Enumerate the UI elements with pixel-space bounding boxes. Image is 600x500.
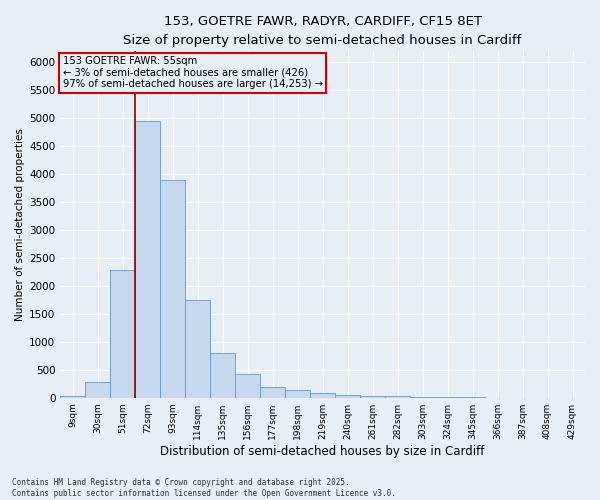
Text: Contains HM Land Registry data © Crown copyright and database right 2025.
Contai: Contains HM Land Registry data © Crown c…	[12, 478, 396, 498]
Bar	[185, 300, 210, 398]
Bar	[385, 396, 410, 398]
Bar	[210, 353, 235, 398]
Y-axis label: Number of semi-detached properties: Number of semi-detached properties	[15, 128, 25, 321]
Bar	[60, 396, 85, 398]
Bar	[285, 390, 310, 398]
Title: 153, GOETRE FAWR, RADYR, CARDIFF, CF15 8ET
Size of property relative to semi-det: 153, GOETRE FAWR, RADYR, CARDIFF, CF15 8…	[124, 15, 522, 47]
Bar	[360, 396, 385, 398]
Bar	[310, 393, 335, 398]
X-axis label: Distribution of semi-detached houses by size in Cardiff: Distribution of semi-detached houses by …	[160, 444, 485, 458]
Bar	[135, 121, 160, 398]
Bar	[110, 270, 135, 398]
Bar	[235, 374, 260, 398]
Bar	[260, 387, 285, 398]
Bar	[85, 382, 110, 398]
Bar	[160, 180, 185, 398]
Bar	[335, 394, 360, 398]
Text: 153 GOETRE FAWR: 55sqm
← 3% of semi-detached houses are smaller (426)
97% of sem: 153 GOETRE FAWR: 55sqm ← 3% of semi-deta…	[63, 56, 323, 90]
Bar	[410, 397, 435, 398]
